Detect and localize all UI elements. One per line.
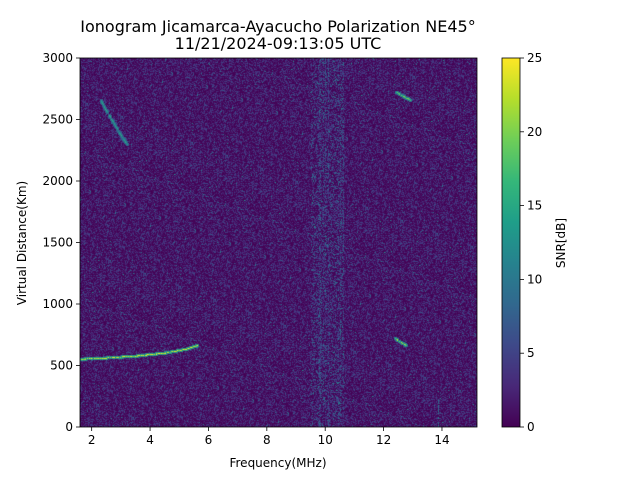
x-tick-label: 10 (318, 433, 333, 447)
y-axis-label: Virtual Distance(Km) (15, 181, 29, 305)
colorbar-tick-label: 20 (527, 125, 542, 139)
y-tick-label: 500 (50, 359, 73, 373)
heatmap-image (80, 58, 477, 427)
heatmap-plot-area (79, 57, 478, 428)
y-tick-label: 3000 (42, 51, 73, 65)
colorbar-tick-label: 15 (527, 199, 542, 213)
colorbar-ticks: 0 5 10 15 20 25 (520, 51, 542, 434)
colorbar-tick-label: 5 (527, 346, 535, 360)
y-axis-ticks: 0 500 1000 1500 2000 2500 3000 (42, 51, 80, 434)
colorbar-frame (501, 57, 521, 428)
x-axis-ticks: 2 4 6 8 10 12 14 (88, 427, 450, 447)
x-tick-label: 6 (205, 433, 213, 447)
colorbar-gradient (502, 58, 520, 427)
chart-title: Ionogram Jicamarca-Ayacucho Polarization… (80, 17, 475, 36)
x-tick-label: 12 (376, 433, 391, 447)
chart-subtitle: 11/21/2024-09:13:05 UTC (175, 34, 382, 53)
x-tick-label: 4 (146, 433, 154, 447)
colorbar: 0 5 10 15 20 25 SNR[dB] (501, 51, 568, 434)
y-tick-label: 2000 (42, 174, 73, 188)
x-axis-label: Frequency(MHz) (229, 456, 326, 470)
y-tick-label: 1500 (42, 236, 73, 250)
y-tick-label: 0 (65, 420, 73, 434)
y-tick-label: 1000 (42, 297, 73, 311)
x-tick-label: 2 (88, 433, 96, 447)
colorbar-tick-label: 10 (527, 272, 542, 286)
x-tick-label: 14 (434, 433, 449, 447)
x-tick-label: 8 (263, 433, 271, 447)
colorbar-tick-label: 0 (527, 420, 535, 434)
y-tick-label: 2500 (42, 113, 73, 127)
colorbar-tick-label: 25 (527, 51, 542, 65)
colorbar-label: SNR[dB] (554, 218, 568, 268)
